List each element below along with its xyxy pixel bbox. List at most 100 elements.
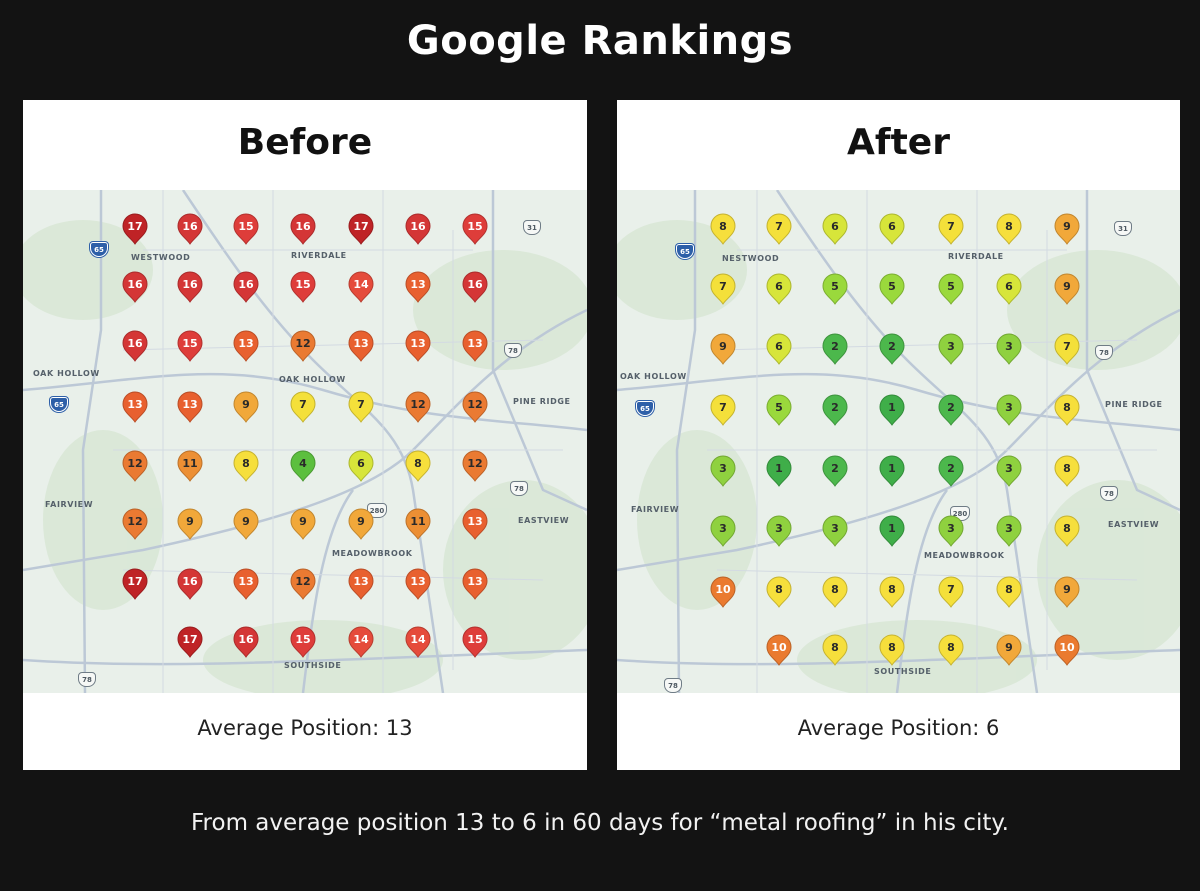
rank-pin-before-r5-c1[interactable]: 12 [122, 450, 148, 482]
rank-pin-before-r3-c4[interactable]: 12 [290, 330, 316, 362]
rank-pin-after-r5-c5[interactable]: 2 [938, 455, 964, 487]
rank-pin-before-r4-c7[interactable]: 12 [462, 391, 488, 423]
rank-pin-before-r5-c2[interactable]: 11 [177, 450, 203, 482]
rank-pin-after-r1-c6[interactable]: 8 [996, 213, 1022, 245]
rank-pin-before-r1-c2[interactable]: 16 [177, 213, 203, 245]
rank-pin-after-r3-c7[interactable]: 7 [1054, 333, 1080, 365]
rank-pin-before-r6-c4[interactable]: 9 [290, 508, 316, 540]
rank-pin-after-r2-c2[interactable]: 6 [766, 273, 792, 305]
rank-pin-before-r6-c2[interactable]: 9 [177, 508, 203, 540]
rank-pin-before-r2-c4[interactable]: 15 [290, 271, 316, 303]
rank-pin-after-r2-c1[interactable]: 7 [710, 273, 736, 305]
rank-pin-before-r5-c7[interactable]: 12 [462, 450, 488, 482]
rank-pin-before-r4-c3[interactable]: 9 [233, 391, 259, 423]
rank-pin-after-r1-c4[interactable]: 6 [879, 213, 905, 245]
rank-pin-before-r8-c4[interactable]: 15 [290, 626, 316, 658]
rank-pin-after-r6-c1[interactable]: 3 [710, 515, 736, 547]
rank-pin-after-r8-c5[interactable]: 8 [938, 634, 964, 666]
rank-pin-after-r6-c7[interactable]: 8 [1054, 515, 1080, 547]
rank-pin-before-r8-c5[interactable]: 14 [348, 626, 374, 658]
rank-pin-before-r6-c7[interactable]: 13 [462, 508, 488, 540]
rank-pin-before-r5-c4[interactable]: 4 [290, 450, 316, 482]
rank-pin-before-r1-c7[interactable]: 15 [462, 213, 488, 245]
rank-pin-before-r2-c6[interactable]: 13 [405, 271, 431, 303]
rank-pin-before-r5-c6[interactable]: 8 [405, 450, 431, 482]
rank-pin-after-r5-c1[interactable]: 3 [710, 455, 736, 487]
rank-pin-before-r1-c1[interactable]: 17 [122, 213, 148, 245]
rank-pin-after-r3-c6[interactable]: 3 [996, 333, 1022, 365]
rank-pin-before-r3-c5[interactable]: 13 [348, 330, 374, 362]
rank-pin-before-r8-c6[interactable]: 14 [405, 626, 431, 658]
rank-pin-after-r2-c4[interactable]: 5 [879, 273, 905, 305]
rank-pin-after-r5-c7[interactable]: 8 [1054, 455, 1080, 487]
after-map[interactable]: NESTWOOD RIVERDALE OAK HOLLOW PINE RIDGE… [617, 190, 1180, 693]
rank-pin-after-r2-c7[interactable]: 9 [1054, 273, 1080, 305]
rank-pin-after-r5-c6[interactable]: 3 [996, 455, 1022, 487]
rank-pin-after-r1-c7[interactable]: 9 [1054, 213, 1080, 245]
rank-pin-before-r1-c6[interactable]: 16 [405, 213, 431, 245]
rank-pin-after-r4-c6[interactable]: 3 [996, 394, 1022, 426]
rank-pin-before-r1-c5[interactable]: 17 [348, 213, 374, 245]
rank-pin-after-r6-c6[interactable]: 3 [996, 515, 1022, 547]
rank-pin-before-r5-c3[interactable]: 8 [233, 450, 259, 482]
rank-pin-before-r1-c3[interactable]: 15 [233, 213, 259, 245]
rank-pin-after-r1-c1[interactable]: 8 [710, 213, 736, 245]
rank-pin-after-r6-c5[interactable]: 3 [938, 515, 964, 547]
rank-pin-after-r4-c1[interactable]: 7 [710, 394, 736, 426]
rank-pin-after-r1-c3[interactable]: 6 [822, 213, 848, 245]
rank-pin-after-r5-c3[interactable]: 2 [822, 455, 848, 487]
rank-pin-after-r1-c5[interactable]: 7 [938, 213, 964, 245]
rank-pin-after-r6-c2[interactable]: 3 [766, 515, 792, 547]
rank-pin-after-r7-c7[interactable]: 9 [1054, 576, 1080, 608]
rank-pin-after-r8-c4[interactable]: 8 [879, 634, 905, 666]
rank-pin-after-r4-c7[interactable]: 8 [1054, 394, 1080, 426]
rank-pin-before-r6-c6[interactable]: 11 [405, 508, 431, 540]
rank-pin-before-r3-c3[interactable]: 13 [233, 330, 259, 362]
rank-pin-before-r7-c3[interactable]: 13 [233, 568, 259, 600]
rank-pin-before-r4-c2[interactable]: 13 [177, 391, 203, 423]
rank-pin-after-r2-c3[interactable]: 5 [822, 273, 848, 305]
rank-pin-after-r7-c5[interactable]: 7 [938, 576, 964, 608]
rank-pin-before-r7-c5[interactable]: 13 [348, 568, 374, 600]
rank-pin-after-r3-c4[interactable]: 2 [879, 333, 905, 365]
rank-pin-after-r2-c6[interactable]: 6 [996, 273, 1022, 305]
rank-pin-after-r1-c2[interactable]: 7 [766, 213, 792, 245]
rank-pin-before-r3-c2[interactable]: 15 [177, 330, 203, 362]
rank-pin-after-r6-c3[interactable]: 3 [822, 515, 848, 547]
rank-pin-before-r2-c5[interactable]: 14 [348, 271, 374, 303]
rank-pin-before-r4-c1[interactable]: 13 [122, 391, 148, 423]
rank-pin-after-r5-c4[interactable]: 1 [879, 455, 905, 487]
rank-pin-after-r6-c4[interactable]: 1 [879, 515, 905, 547]
rank-pin-after-r7-c4[interactable]: 8 [879, 576, 905, 608]
rank-pin-before-r8-c3[interactable]: 16 [233, 626, 259, 658]
rank-pin-before-r7-c7[interactable]: 13 [462, 568, 488, 600]
rank-pin-before-r4-c5[interactable]: 7 [348, 391, 374, 423]
rank-pin-before-r6-c3[interactable]: 9 [233, 508, 259, 540]
rank-pin-after-r3-c5[interactable]: 3 [938, 333, 964, 365]
rank-pin-before-r2-c2[interactable]: 16 [177, 271, 203, 303]
rank-pin-before-r4-c6[interactable]: 12 [405, 391, 431, 423]
rank-pin-before-r7-c6[interactable]: 13 [405, 568, 431, 600]
rank-pin-after-r8-c2[interactable]: 10 [766, 634, 792, 666]
rank-pin-before-r3-c1[interactable]: 16 [122, 330, 148, 362]
rank-pin-before-r3-c6[interactable]: 13 [405, 330, 431, 362]
rank-pin-after-r4-c2[interactable]: 5 [766, 394, 792, 426]
rank-pin-after-r2-c5[interactable]: 5 [938, 273, 964, 305]
rank-pin-after-r3-c2[interactable]: 6 [766, 333, 792, 365]
rank-pin-after-r7-c1[interactable]: 10 [710, 576, 736, 608]
rank-pin-before-r7-c2[interactable]: 16 [177, 568, 203, 600]
rank-pin-before-r8-c7[interactable]: 15 [462, 626, 488, 658]
rank-pin-after-r7-c3[interactable]: 8 [822, 576, 848, 608]
rank-pin-before-r4-c4[interactable]: 7 [290, 391, 316, 423]
rank-pin-after-r4-c3[interactable]: 2 [822, 394, 848, 426]
rank-pin-before-r2-c7[interactable]: 16 [462, 271, 488, 303]
rank-pin-before-r5-c5[interactable]: 6 [348, 450, 374, 482]
rank-pin-before-r8-c2[interactable]: 17 [177, 626, 203, 658]
rank-pin-before-r3-c7[interactable]: 13 [462, 330, 488, 362]
rank-pin-before-r7-c4[interactable]: 12 [290, 568, 316, 600]
before-map[interactable]: WESTWOOD RIVERDALE OAK HOLLOW OAK HOLLOW… [23, 190, 587, 693]
rank-pin-before-r2-c3[interactable]: 16 [233, 271, 259, 303]
rank-pin-before-r6-c5[interactable]: 9 [348, 508, 374, 540]
rank-pin-after-r7-c2[interactable]: 8 [766, 576, 792, 608]
rank-pin-after-r8-c6[interactable]: 9 [996, 634, 1022, 666]
